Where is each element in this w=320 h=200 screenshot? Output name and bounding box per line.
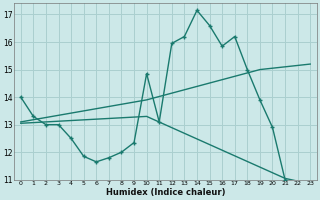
X-axis label: Humidex (Indice chaleur): Humidex (Indice chaleur) [106,188,225,197]
